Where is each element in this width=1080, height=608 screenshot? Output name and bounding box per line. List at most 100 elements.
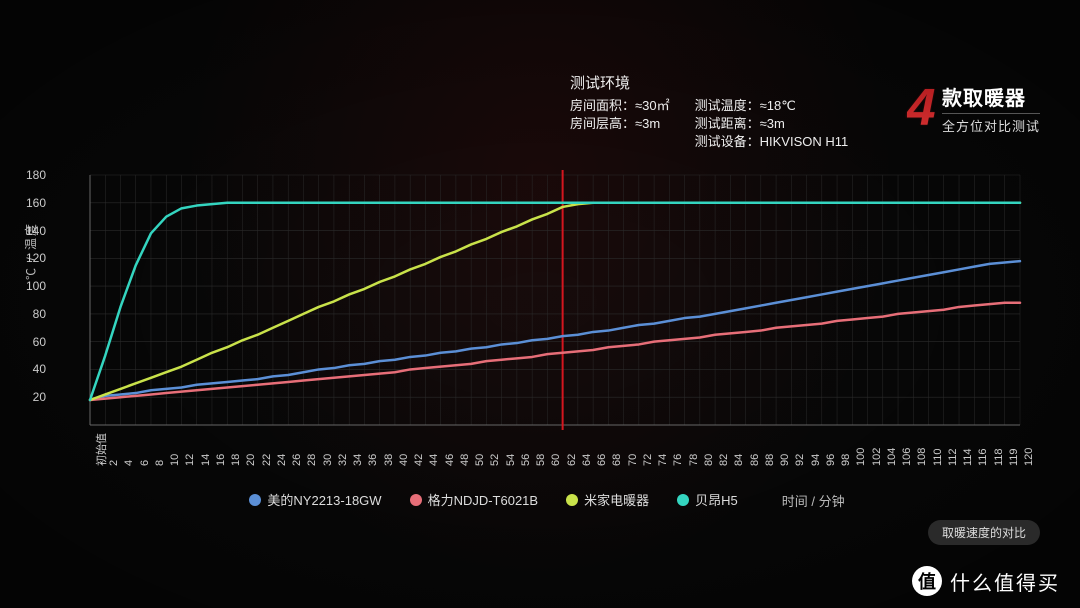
env-right-0-label: 测试温度： xyxy=(695,97,760,115)
watermark-text: 什么值得买 xyxy=(950,567,1060,596)
x-tick-label: 20 xyxy=(245,454,257,466)
x-tick-label: 14 xyxy=(200,454,212,466)
y-tick-label: 160 xyxy=(12,196,46,210)
x-tick-label: 6 xyxy=(139,460,151,466)
legend: 美的NY2213-18GW 格力NDJD-T6021B 米家电暖器 贝昂H5 时间 / … xyxy=(0,490,1080,510)
x-tick-label: 70 xyxy=(627,454,639,466)
y-tick-label: 140 xyxy=(12,224,46,238)
x-tick-label: 119 xyxy=(1008,448,1020,466)
legend-label: 格力NDJD-T6021B xyxy=(428,490,539,509)
x-tick-label: 44 xyxy=(428,454,440,466)
x-tick-label: 68 xyxy=(611,454,623,466)
env-title: 测试环境 xyxy=(570,75,873,93)
subtitle-pill: 取暖速度的对比 xyxy=(928,520,1040,545)
legend-dot-icon xyxy=(566,494,578,506)
x-tick-label: 102 xyxy=(871,448,883,466)
env-right-2-label: 测试设备： xyxy=(695,133,760,151)
badge-line1: 款取暖器 xyxy=(942,82,1040,111)
x-tick-label: 初始值 xyxy=(93,433,109,466)
line-chart xyxy=(50,165,1040,445)
watermark: 值 什么值得买 xyxy=(912,566,1060,596)
x-tick-label: 42 xyxy=(413,454,425,466)
env-left-0-value: ≈30㎡ xyxy=(635,98,670,113)
x-tick-label: 36 xyxy=(367,454,379,466)
x-tick-label: 16 xyxy=(215,454,227,466)
x-tick-label: 98 xyxy=(840,454,852,466)
x-tick-label: 62 xyxy=(566,454,578,466)
x-tick-label: 106 xyxy=(901,448,913,466)
x-tick-label: 40 xyxy=(398,454,410,466)
x-tick-label: 78 xyxy=(688,454,700,466)
env-right-0-value: ≈18℃ xyxy=(760,98,796,113)
x-tick-label: 82 xyxy=(718,454,730,466)
x-tick-label: 2 xyxy=(108,460,120,466)
x-tick-label: 76 xyxy=(672,454,684,466)
x-tick-label: 24 xyxy=(276,454,288,466)
legend-label: 贝昂H5 xyxy=(695,490,738,509)
badge-line2: 全方位对比测试 xyxy=(942,113,1040,135)
env-right-2-value: HIKVISON H11 xyxy=(760,134,849,149)
legend-dot-icon xyxy=(410,494,422,506)
y-tick-label: 60 xyxy=(12,335,46,349)
x-tick-label: 58 xyxy=(535,454,547,466)
x-tick-label: 86 xyxy=(749,454,761,466)
x-tick-label: 28 xyxy=(306,454,318,466)
x-tick-label: 84 xyxy=(733,454,745,466)
x-tick-label: 22 xyxy=(261,454,273,466)
x-tick-label: 88 xyxy=(764,454,776,466)
env-right-1-value: ≈3m xyxy=(760,116,785,131)
x-tick-label: 48 xyxy=(459,454,471,466)
x-tick-label: 18 xyxy=(230,454,242,466)
x-tick-label: 60 xyxy=(550,454,562,466)
badge-number: 4 xyxy=(907,78,936,138)
x-tick-label: 26 xyxy=(291,454,303,466)
watermark-icon: 值 xyxy=(912,566,942,596)
x-tick-label: 50 xyxy=(474,454,486,466)
x-tick-label: 10 xyxy=(169,454,181,466)
env-right-1-label: 测试距离： xyxy=(695,115,760,133)
test-environment-panel: 测试环境 房间面积：≈30㎡ 房间层高：≈3m 测试温度：≈18℃ 测试距离：≈… xyxy=(570,75,873,151)
x-tick-label: 32 xyxy=(337,454,349,466)
x-tick-label: 96 xyxy=(825,454,837,466)
x-tick-label: 104 xyxy=(886,448,898,466)
x-tick-label: 66 xyxy=(596,454,608,466)
x-tick-label: 112 xyxy=(947,448,959,466)
y-tick-label: 40 xyxy=(12,362,46,376)
x-tick-label: 34 xyxy=(352,454,364,466)
x-tick-label: 100 xyxy=(855,448,867,466)
y-tick-label: 180 xyxy=(12,168,46,182)
legend-item: 米家电暖器 xyxy=(566,490,649,509)
env-left-0-label: 房间面积： xyxy=(570,97,635,115)
env-left-1-value: ≈3m xyxy=(635,116,660,131)
x-tick-label: 46 xyxy=(444,454,456,466)
x-tick-label: 90 xyxy=(779,454,791,466)
x-tick-label: 80 xyxy=(703,454,715,466)
y-tick-label: 80 xyxy=(12,307,46,321)
x-tick-label: 74 xyxy=(657,454,669,466)
x-tick-label: 8 xyxy=(154,460,166,466)
legend-item: 美的NY2213-18GW xyxy=(249,490,381,509)
y-tick-label: 20 xyxy=(12,390,46,404)
x-tick-label: 4 xyxy=(123,460,135,466)
x-tick-label: 30 xyxy=(322,454,334,466)
x-tick-label: 94 xyxy=(810,454,822,466)
x-tick-label: 52 xyxy=(489,454,501,466)
x-tick-label: 120 xyxy=(1023,448,1035,466)
legend-dot-icon xyxy=(249,494,261,506)
x-tick-label: 110 xyxy=(932,448,944,466)
x-tick-label: 56 xyxy=(520,454,532,466)
legend-label: 米家电暖器 xyxy=(584,490,649,509)
legend-item: 格力NDJD-T6021B xyxy=(410,490,539,509)
x-tick-label: 64 xyxy=(581,454,593,466)
legend-label: 美的NY2213-18GW xyxy=(267,490,381,509)
x-tick-label: 116 xyxy=(977,448,989,466)
x-axis-label: 时间 / 分钟 xyxy=(782,491,845,510)
x-tick-label: 114 xyxy=(962,448,974,466)
y-tick-label: 100 xyxy=(12,279,46,293)
x-tick-label: 92 xyxy=(794,454,806,466)
x-tick-label: 72 xyxy=(642,454,654,466)
env-left-1-label: 房间层高： xyxy=(570,115,635,133)
x-tick-label: 38 xyxy=(383,454,395,466)
title-badge: 4 款取暖器 全方位对比测试 xyxy=(907,78,1040,138)
env-col-right: 测试温度：≈18℃ 测试距离：≈3m 测试设备：HIKVISON H11 xyxy=(695,97,849,151)
